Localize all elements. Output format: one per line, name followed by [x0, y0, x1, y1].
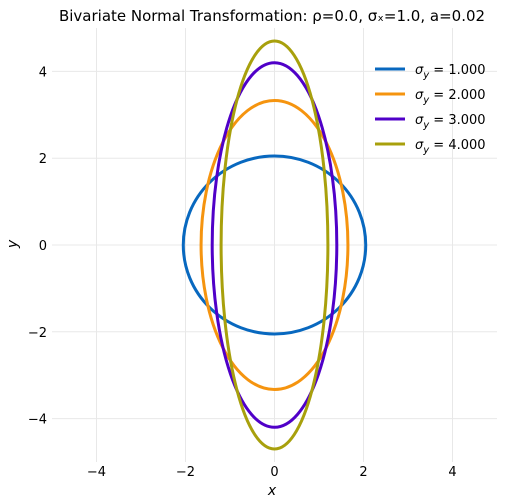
x-tick-label: −2	[176, 465, 195, 480]
y-tick-label: 0	[39, 239, 47, 254]
series-curve	[210, 61, 339, 429]
legend-entry: σy = 1.000	[375, 63, 486, 81]
y-tick-label: 2	[39, 152, 47, 167]
x-tick-label: 4	[448, 465, 456, 480]
x-axis-label: x	[267, 483, 277, 499]
series-curve	[181, 154, 368, 336]
x-tick-label: 2	[359, 465, 367, 480]
y-tick-label: −2	[28, 326, 47, 341]
series-curve	[199, 98, 350, 392]
y-tick-labels: −4 −2 0 2 4	[28, 65, 47, 427]
legend-entry: σy = 4.000	[375, 138, 486, 156]
legend-label: σy = 3.000	[415, 113, 486, 131]
x-tick-label: 0	[270, 465, 278, 480]
legend: σy = 1.000 σy = 2.000 σy = 3.000 σy = 4.000	[375, 63, 486, 156]
legend-label: σy = 1.000	[415, 63, 486, 81]
legend-label: σy = 2.000	[415, 88, 486, 106]
legend-entry: σy = 2.000	[375, 88, 486, 106]
legend-label: σy = 4.000	[415, 138, 486, 156]
legend-entry: σy = 3.000	[375, 113, 486, 131]
y-tick-label: −4	[28, 413, 47, 428]
y-tick-label: 4	[39, 65, 47, 80]
series-group	[181, 39, 368, 451]
y-axis-label: y	[5, 239, 21, 249]
chart-title: Bivariate Normal Transformation: ρ=0.0, …	[59, 7, 485, 25]
series-curve	[219, 39, 330, 451]
x-tick-label: −4	[87, 465, 106, 480]
x-tick-labels: −4 −2 0 2 4	[87, 465, 457, 480]
